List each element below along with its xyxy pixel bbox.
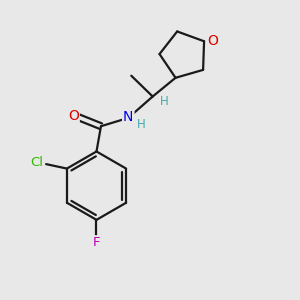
Text: H: H: [136, 118, 145, 131]
Text: F: F: [93, 236, 100, 249]
Text: O: O: [68, 109, 79, 123]
Text: Cl: Cl: [30, 156, 43, 169]
Text: H: H: [160, 95, 168, 108]
Text: O: O: [207, 34, 218, 48]
Text: N: N: [123, 110, 134, 124]
